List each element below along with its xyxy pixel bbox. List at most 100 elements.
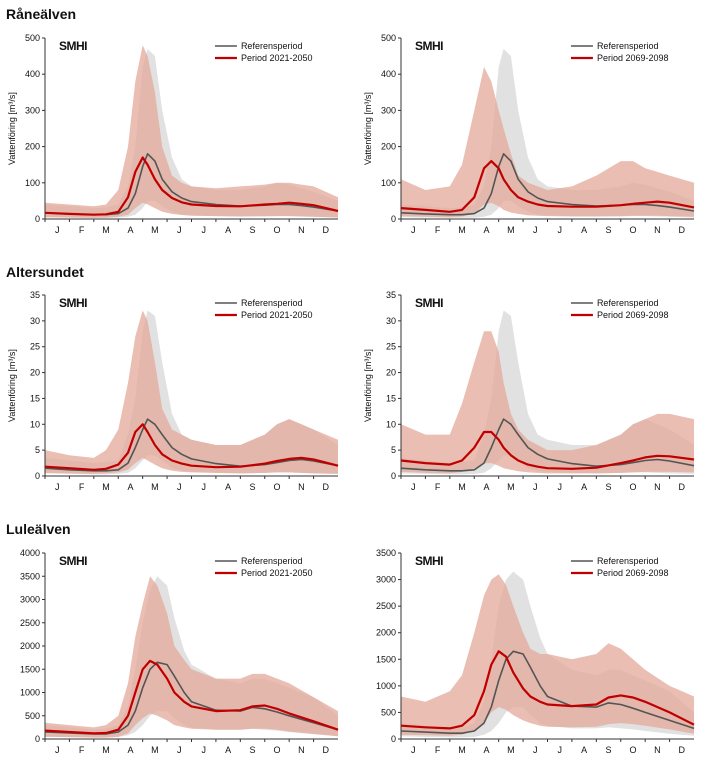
series-line-reference	[400, 650, 695, 734]
x-tick-label: J	[411, 225, 416, 235]
x-tick-label: A	[483, 745, 489, 755]
x-tick-label: M	[458, 745, 466, 755]
x-tick-label: J	[55, 745, 60, 755]
x-tick-label: N	[298, 745, 305, 755]
legend-label: Period 2069-2098	[597, 310, 669, 320]
y-tick-label: 2500	[376, 601, 396, 611]
section-title-raneälven: Råneälven	[6, 6, 77, 22]
y-tick-label: 100	[25, 178, 40, 188]
y-tick-label: 400	[381, 69, 396, 79]
x-tick-label: M	[151, 225, 159, 235]
y-tick-label: 3000	[20, 595, 40, 605]
smhi-logo: SMHI	[415, 554, 443, 568]
y-tick-label: 10	[386, 419, 396, 429]
band-future	[401, 331, 694, 474]
y-tick-label: 2000	[376, 628, 396, 638]
y-tick-label: 2000	[20, 641, 40, 651]
series-line-future	[44, 659, 339, 735]
y-tick-label: 20	[30, 368, 40, 378]
smhi-logo: SMHI	[59, 39, 87, 53]
x-tick-label: S	[250, 225, 256, 235]
y-tick-label: 1500	[20, 664, 40, 674]
x-tick-label: J	[557, 225, 562, 235]
legend-label: Period 2021-2050	[241, 568, 313, 578]
y-tick-label: 500	[25, 33, 40, 43]
x-tick-label: A	[483, 482, 489, 492]
x-tick-label: F	[435, 745, 441, 755]
x-tick-label: N	[298, 225, 305, 235]
x-tick-label: M	[102, 745, 110, 755]
chart-altersundet-2021-2050: 0 5 10 15 20 25 30 35 J F M A M J J A S O N D Vattenföring […	[7, 290, 339, 492]
x-tick-label: M	[458, 225, 466, 235]
chart-luleälven-2069-2098: 0 500 1000 1500 2000 2500 3000 3500 J F M A M J J A S O N D…	[376, 548, 695, 755]
x-tick-label: M	[102, 225, 110, 235]
x-tick-label: A	[127, 482, 133, 492]
x-tick-label: F	[79, 482, 85, 492]
y-tick-label: 1000	[20, 688, 40, 698]
legend-label: Period 2069-2098	[597, 53, 669, 63]
series-line-reference	[44, 418, 339, 472]
x-tick-label: S	[250, 745, 256, 755]
x-tick-label: M	[151, 482, 159, 492]
legend-label: Period 2021-2050	[241, 310, 313, 320]
x-tick-label: M	[507, 482, 515, 492]
x-tick-label: N	[298, 482, 305, 492]
x-tick-label: M	[151, 745, 159, 755]
y-tick-label: 15	[30, 393, 40, 403]
band-future	[45, 45, 338, 218]
y-tick-label: 100	[381, 178, 396, 188]
y-axis-label: Vattenföring [m³/s]	[7, 349, 17, 422]
smhi-logo: SMHI	[415, 296, 443, 310]
x-tick-label: M	[458, 482, 466, 492]
legend-label: Referensperiod	[241, 41, 303, 51]
x-tick-label: F	[79, 225, 85, 235]
chart-raneälven-2021-2050: 0 100 200 300 400 500 J F M A M J J A S O N D Vattenföring…	[7, 33, 339, 235]
smhi-logo: SMHI	[59, 296, 87, 310]
legend-label: Referensperiod	[597, 298, 659, 308]
x-tick-label: N	[654, 225, 661, 235]
x-tick-label: S	[250, 482, 256, 492]
x-tick-label: J	[557, 482, 562, 492]
x-tick-label: D	[323, 482, 330, 492]
legend-label: Referensperiod	[241, 298, 303, 308]
y-tick-label: 200	[25, 142, 40, 152]
legend-label: Referensperiod	[241, 556, 303, 566]
x-tick-label: A	[225, 482, 231, 492]
x-tick-label: O	[273, 225, 280, 235]
y-tick-label: 500	[381, 33, 396, 43]
legend-label: Referensperiod	[597, 41, 659, 51]
x-tick-label: F	[435, 482, 441, 492]
band-future	[401, 67, 694, 218]
y-tick-label: 0	[35, 214, 40, 224]
band-future	[45, 310, 338, 474]
x-tick-label: S	[606, 482, 612, 492]
x-tick-label: O	[273, 482, 280, 492]
series-line-future	[400, 160, 695, 213]
x-tick-label: A	[581, 745, 587, 755]
x-tick-label: O	[629, 225, 636, 235]
series-line-reference	[44, 661, 339, 735]
x-tick-label: J	[177, 482, 182, 492]
x-tick-label: J	[533, 745, 538, 755]
y-tick-label: 500	[381, 707, 396, 717]
y-tick-label: 20	[386, 368, 396, 378]
series-line-future	[44, 156, 339, 216]
x-tick-label: O	[629, 482, 636, 492]
legend-label: Period 2021-2050	[241, 53, 313, 63]
series-line-future	[400, 650, 695, 730]
x-tick-label: D	[679, 482, 686, 492]
legend-label: Period 2069-2098	[597, 568, 669, 578]
series-line-future	[400, 430, 695, 470]
chart-luleälven-2021-2050: 0 500 1000 1500 2000 2500 3000 3500 4000 J F M A M J J A…	[20, 548, 339, 755]
x-tick-label: D	[323, 745, 330, 755]
x-tick-label: J	[177, 745, 182, 755]
y-tick-label: 10	[30, 419, 40, 429]
y-tick-label: 25	[386, 342, 396, 352]
x-tick-label: M	[507, 745, 515, 755]
x-tick-label: J	[55, 225, 60, 235]
x-tick-label: O	[629, 745, 636, 755]
x-tick-label: M	[507, 225, 515, 235]
y-tick-label: 0	[391, 734, 396, 744]
y-tick-label: 4000	[20, 548, 40, 558]
y-tick-label: 2500	[20, 618, 40, 628]
